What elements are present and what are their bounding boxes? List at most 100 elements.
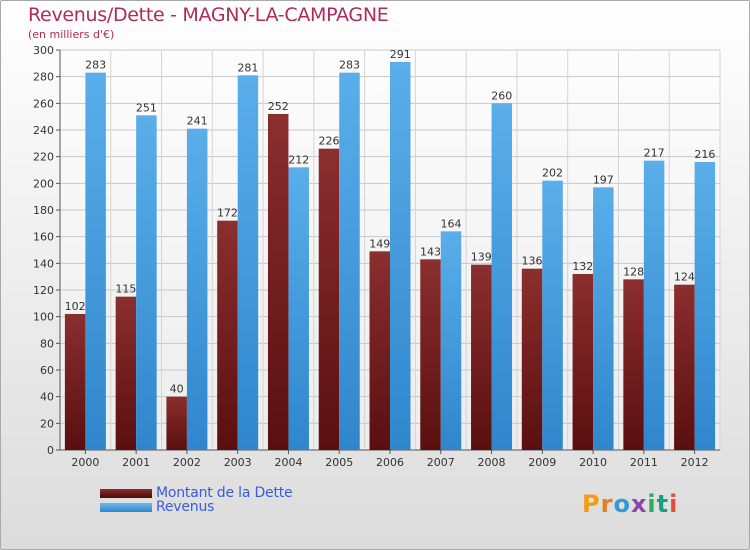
- y-tick-label: 0: [47, 444, 54, 457]
- bar-dette: [521, 268, 543, 450]
- bar-revenus: [440, 231, 462, 450]
- legend-label-dette: Montant de la Dette: [156, 485, 293, 501]
- y-tick-label: 280: [33, 71, 54, 84]
- y-tick-label: 100: [33, 311, 54, 324]
- y-tick-label: 80: [40, 337, 54, 350]
- data-label-revenus: 283: [85, 59, 106, 72]
- bar-revenus: [491, 103, 513, 450]
- bar-dette: [318, 148, 340, 450]
- bar-dette: [115, 296, 137, 450]
- bar-dette: [674, 284, 695, 450]
- data-labels: 102 283 115 251 40 241 172 281 252 212 226 283 149 29…: [65, 48, 716, 396]
- data-label-dette: 252: [268, 100, 289, 113]
- data-label-revenus: 281: [237, 61, 258, 74]
- legend-swatch-dette: [100, 488, 152, 498]
- bar-revenus: [593, 187, 614, 451]
- legend-label-revenus: Revenus: [156, 499, 215, 515]
- bar-revenus: [643, 160, 665, 450]
- logo-letter: o: [613, 490, 631, 518]
- y-tick-label: 40: [40, 391, 54, 404]
- x-tick-label: 2005: [325, 456, 353, 469]
- logo-letter: i: [669, 490, 679, 518]
- bar-dette: [267, 114, 289, 450]
- data-label-dette: 226: [318, 135, 339, 148]
- bar-revenus: [390, 62, 411, 450]
- y-tick-label: 180: [33, 204, 54, 217]
- legend-swatch-revenus: [100, 502, 152, 512]
- bar-revenus: [85, 72, 106, 451]
- data-label-dette: 40: [170, 383, 184, 396]
- logo-letter: r: [600, 490, 614, 518]
- x-tick-label: 2000: [71, 456, 99, 469]
- x-tick-label: 2001: [122, 456, 150, 469]
- data-label-revenus: 291: [390, 48, 411, 61]
- bar-dette: [369, 251, 390, 450]
- y-tick-label: 160: [33, 231, 54, 244]
- y-tick-label: 220: [33, 151, 54, 164]
- y-tick-label: 200: [33, 177, 54, 190]
- data-label-dette: 143: [420, 245, 441, 258]
- x-tick-label: 2004: [274, 456, 302, 469]
- data-label-revenus: 241: [187, 115, 208, 128]
- x-tick-label: 2009: [528, 456, 556, 469]
- logo-letter: t: [656, 490, 670, 518]
- data-label-revenus: 202: [542, 167, 563, 180]
- chart-title: Revenus/Dette - MAGNY-LA-CAMPAGNE: [28, 4, 389, 26]
- logo-letter: x: [630, 490, 648, 518]
- data-label-dette: 132: [572, 260, 593, 273]
- data-label-revenus: 217: [644, 147, 665, 160]
- data-label-revenus: 212: [288, 153, 309, 166]
- bars: [64, 62, 716, 451]
- logo-letter: P: [582, 490, 601, 518]
- bar-revenus: [237, 75, 259, 450]
- y-tick-label: 20: [40, 417, 54, 430]
- data-label-revenus: 283: [339, 59, 360, 72]
- data-label-revenus: 216: [694, 148, 715, 161]
- bar-dette: [166, 396, 187, 450]
- data-label-revenus: 164: [441, 217, 462, 230]
- bar-dette: [623, 279, 644, 450]
- bar-revenus: [186, 128, 208, 450]
- bar-dette: [64, 314, 86, 450]
- y-tick-label: 300: [33, 44, 54, 57]
- x-tick-label: 2007: [427, 456, 455, 469]
- y-tick-label: 60: [40, 364, 54, 377]
- y-tick-label: 120: [33, 284, 54, 297]
- x-tick-label: 2006: [376, 456, 404, 469]
- y-tick-label: 140: [33, 257, 54, 270]
- data-label-revenus: 197: [593, 173, 614, 186]
- bar-revenus: [288, 167, 309, 451]
- y-tick-label: 260: [33, 97, 54, 110]
- data-label-revenus: 251: [136, 101, 157, 114]
- legend-item-revenus: Revenus: [100, 500, 292, 514]
- data-label-dette: 124: [674, 271, 695, 284]
- chart-subtitle: (en milliers d'€): [28, 28, 115, 41]
- data-label-dette: 128: [623, 265, 644, 278]
- logo-letter: i: [647, 490, 657, 518]
- data-label-dette: 149: [369, 237, 390, 250]
- data-label-dette: 172: [217, 207, 238, 220]
- data-label-dette: 102: [65, 300, 86, 313]
- bar-revenus: [694, 162, 716, 450]
- x-tick-label: 2010: [579, 456, 607, 469]
- bar-dette: [572, 274, 594, 450]
- x-tick-label: 2003: [224, 456, 252, 469]
- legend-item-dette: Montant de la Dette: [100, 485, 293, 501]
- bar-revenus: [542, 180, 563, 450]
- bar-revenus: [339, 72, 360, 451]
- x-tick-label: 2008: [478, 456, 506, 469]
- data-label-dette: 115: [115, 283, 136, 296]
- bar-dette: [420, 259, 441, 450]
- bar-dette: [471, 264, 492, 450]
- x-tick-label: 2011: [630, 456, 658, 469]
- legend: Montant de la Dette Revenus: [100, 485, 293, 514]
- y-tick-label: 240: [33, 124, 54, 137]
- x-tick-label: 2002: [173, 456, 201, 469]
- x-tick-label: 2012: [681, 456, 709, 469]
- bar-dette: [217, 220, 238, 450]
- data-label-dette: 136: [522, 255, 543, 268]
- bar-revenus: [136, 115, 157, 450]
- data-label-revenus: 260: [491, 89, 512, 102]
- data-label-dette: 139: [471, 251, 492, 264]
- bar-chart: 0204060801001201401601802002202402602803…: [33, 44, 721, 469]
